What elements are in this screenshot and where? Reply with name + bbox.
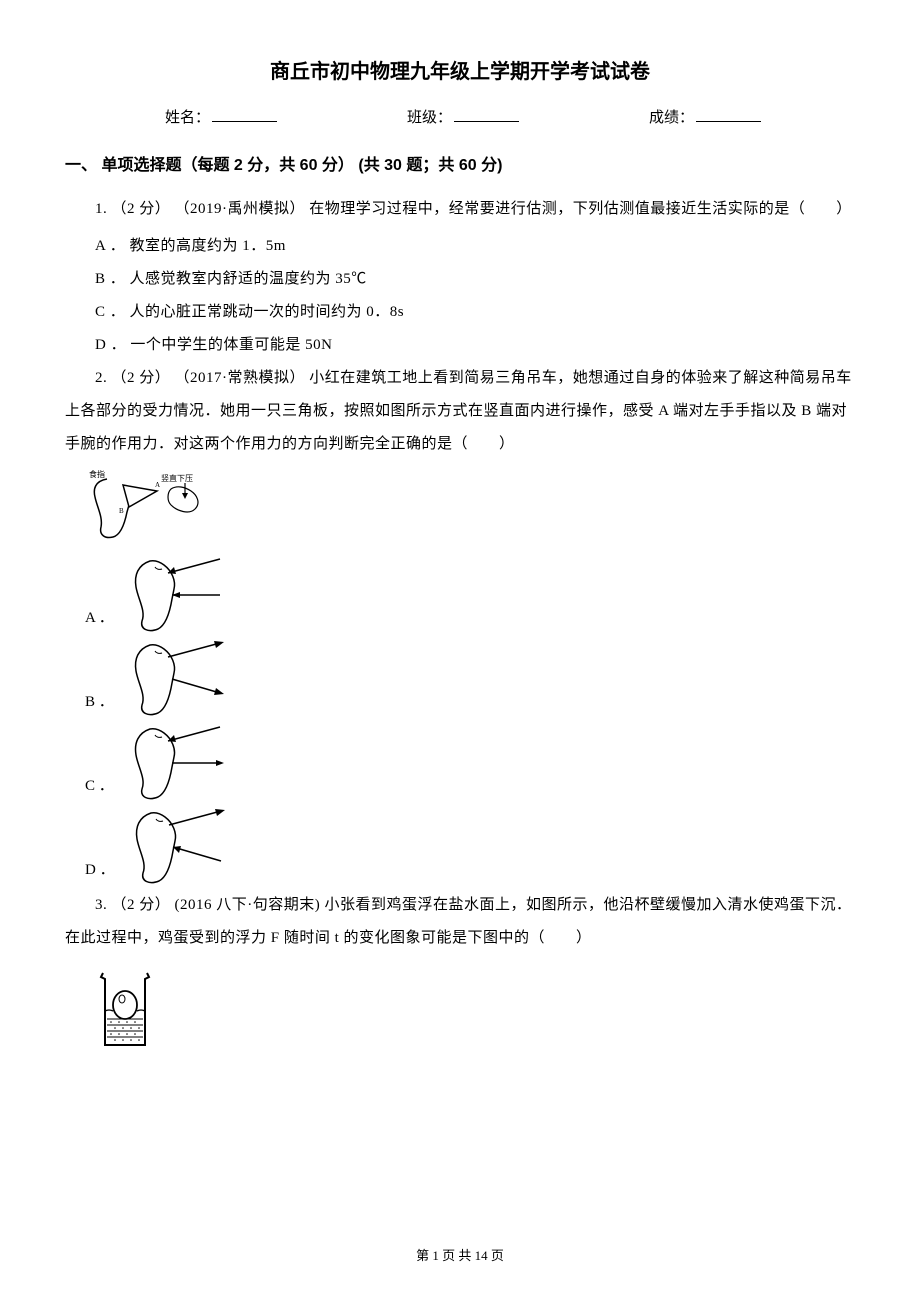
section-1-title: 一、 单项选择题（每题 2 分，共 60 分） (共 30 题；共 60 分) — [65, 151, 855, 175]
q2-option-b-row: B ． — [85, 637, 855, 719]
class-blank — [454, 106, 519, 122]
q1-option-c: C ． 人的心脏正常跳动一次的时间约为 0．8s — [65, 296, 855, 329]
q2-option-a-letter: A ． — [85, 606, 120, 635]
q3-stem: 3. （2 分） (2016 八下·句容期末) 小张看到鸡蛋浮在盐水面上，如图所… — [65, 889, 855, 955]
q2-option-c-row: C ． — [85, 721, 855, 803]
fig-text-right: 竖直下压 — [161, 473, 193, 483]
q2-option-a-row: A ． — [85, 553, 855, 635]
name-label: 姓名： — [165, 106, 210, 127]
svg-text:B: B — [119, 507, 124, 515]
q2-figure-a — [120, 553, 235, 635]
q2-figure-d — [121, 805, 236, 887]
q2-option-d-row: D ． — [85, 805, 855, 887]
page-title: 商丘市初中物理九年级上学期开学考试试卷 — [65, 55, 855, 84]
q2-main-figure: 食指 B A 竖直下压 — [85, 467, 855, 547]
class-label: 班级： — [407, 106, 452, 127]
q2-stem: 2. （2 分） （2017·常熟模拟） 小红在建筑工地上看到简易三角吊车，她想… — [65, 362, 855, 461]
beaker-egg-figure — [95, 969, 155, 1051]
score-label: 成绩： — [649, 106, 694, 127]
q2-option-b-letter: B ． — [85, 690, 120, 719]
class-field: 班级： — [407, 106, 519, 127]
page-footer: 第 1 页 共 14 页 — [0, 1245, 920, 1264]
svg-text:A: A — [155, 481, 160, 489]
q2-figure-c — [120, 721, 235, 803]
q2-option-d-letter: D ． — [85, 858, 121, 887]
q3-figure — [95, 969, 855, 1056]
q2-figure-b — [120, 637, 235, 719]
name-field: 姓名： — [165, 106, 277, 127]
student-info-row: 姓名： 班级： 成绩： — [65, 106, 855, 127]
q1-stem: 1. （2 分） （2019·禹州模拟） 在物理学习过程中，经常要进行估测，下列… — [65, 193, 855, 226]
score-field: 成绩： — [649, 106, 761, 127]
q2-option-c-letter: C ． — [85, 774, 120, 803]
q1-option-b: B ． 人感觉教室内舒适的温度约为 35℃ — [65, 263, 855, 296]
q1-option-a: A ． 教室的高度约为 1．5m — [65, 230, 855, 263]
fig-text-top: 食指 — [89, 469, 105, 479]
name-blank — [212, 106, 277, 122]
q1-option-d: D ． 一个中学生的体重可能是 50N — [65, 329, 855, 362]
hand-triangle-figure: 食指 B A 竖直下压 — [85, 467, 215, 542]
score-blank — [696, 106, 761, 122]
